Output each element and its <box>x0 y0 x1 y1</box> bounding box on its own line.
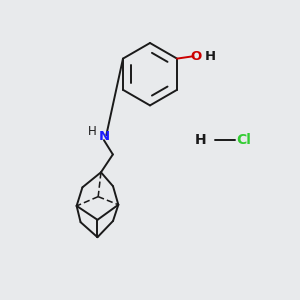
Text: H: H <box>88 125 96 138</box>
Text: O: O <box>191 50 202 63</box>
Text: H: H <box>195 133 206 147</box>
Text: N: N <box>98 130 110 143</box>
Text: H: H <box>205 50 216 63</box>
Text: Cl: Cl <box>236 133 251 147</box>
